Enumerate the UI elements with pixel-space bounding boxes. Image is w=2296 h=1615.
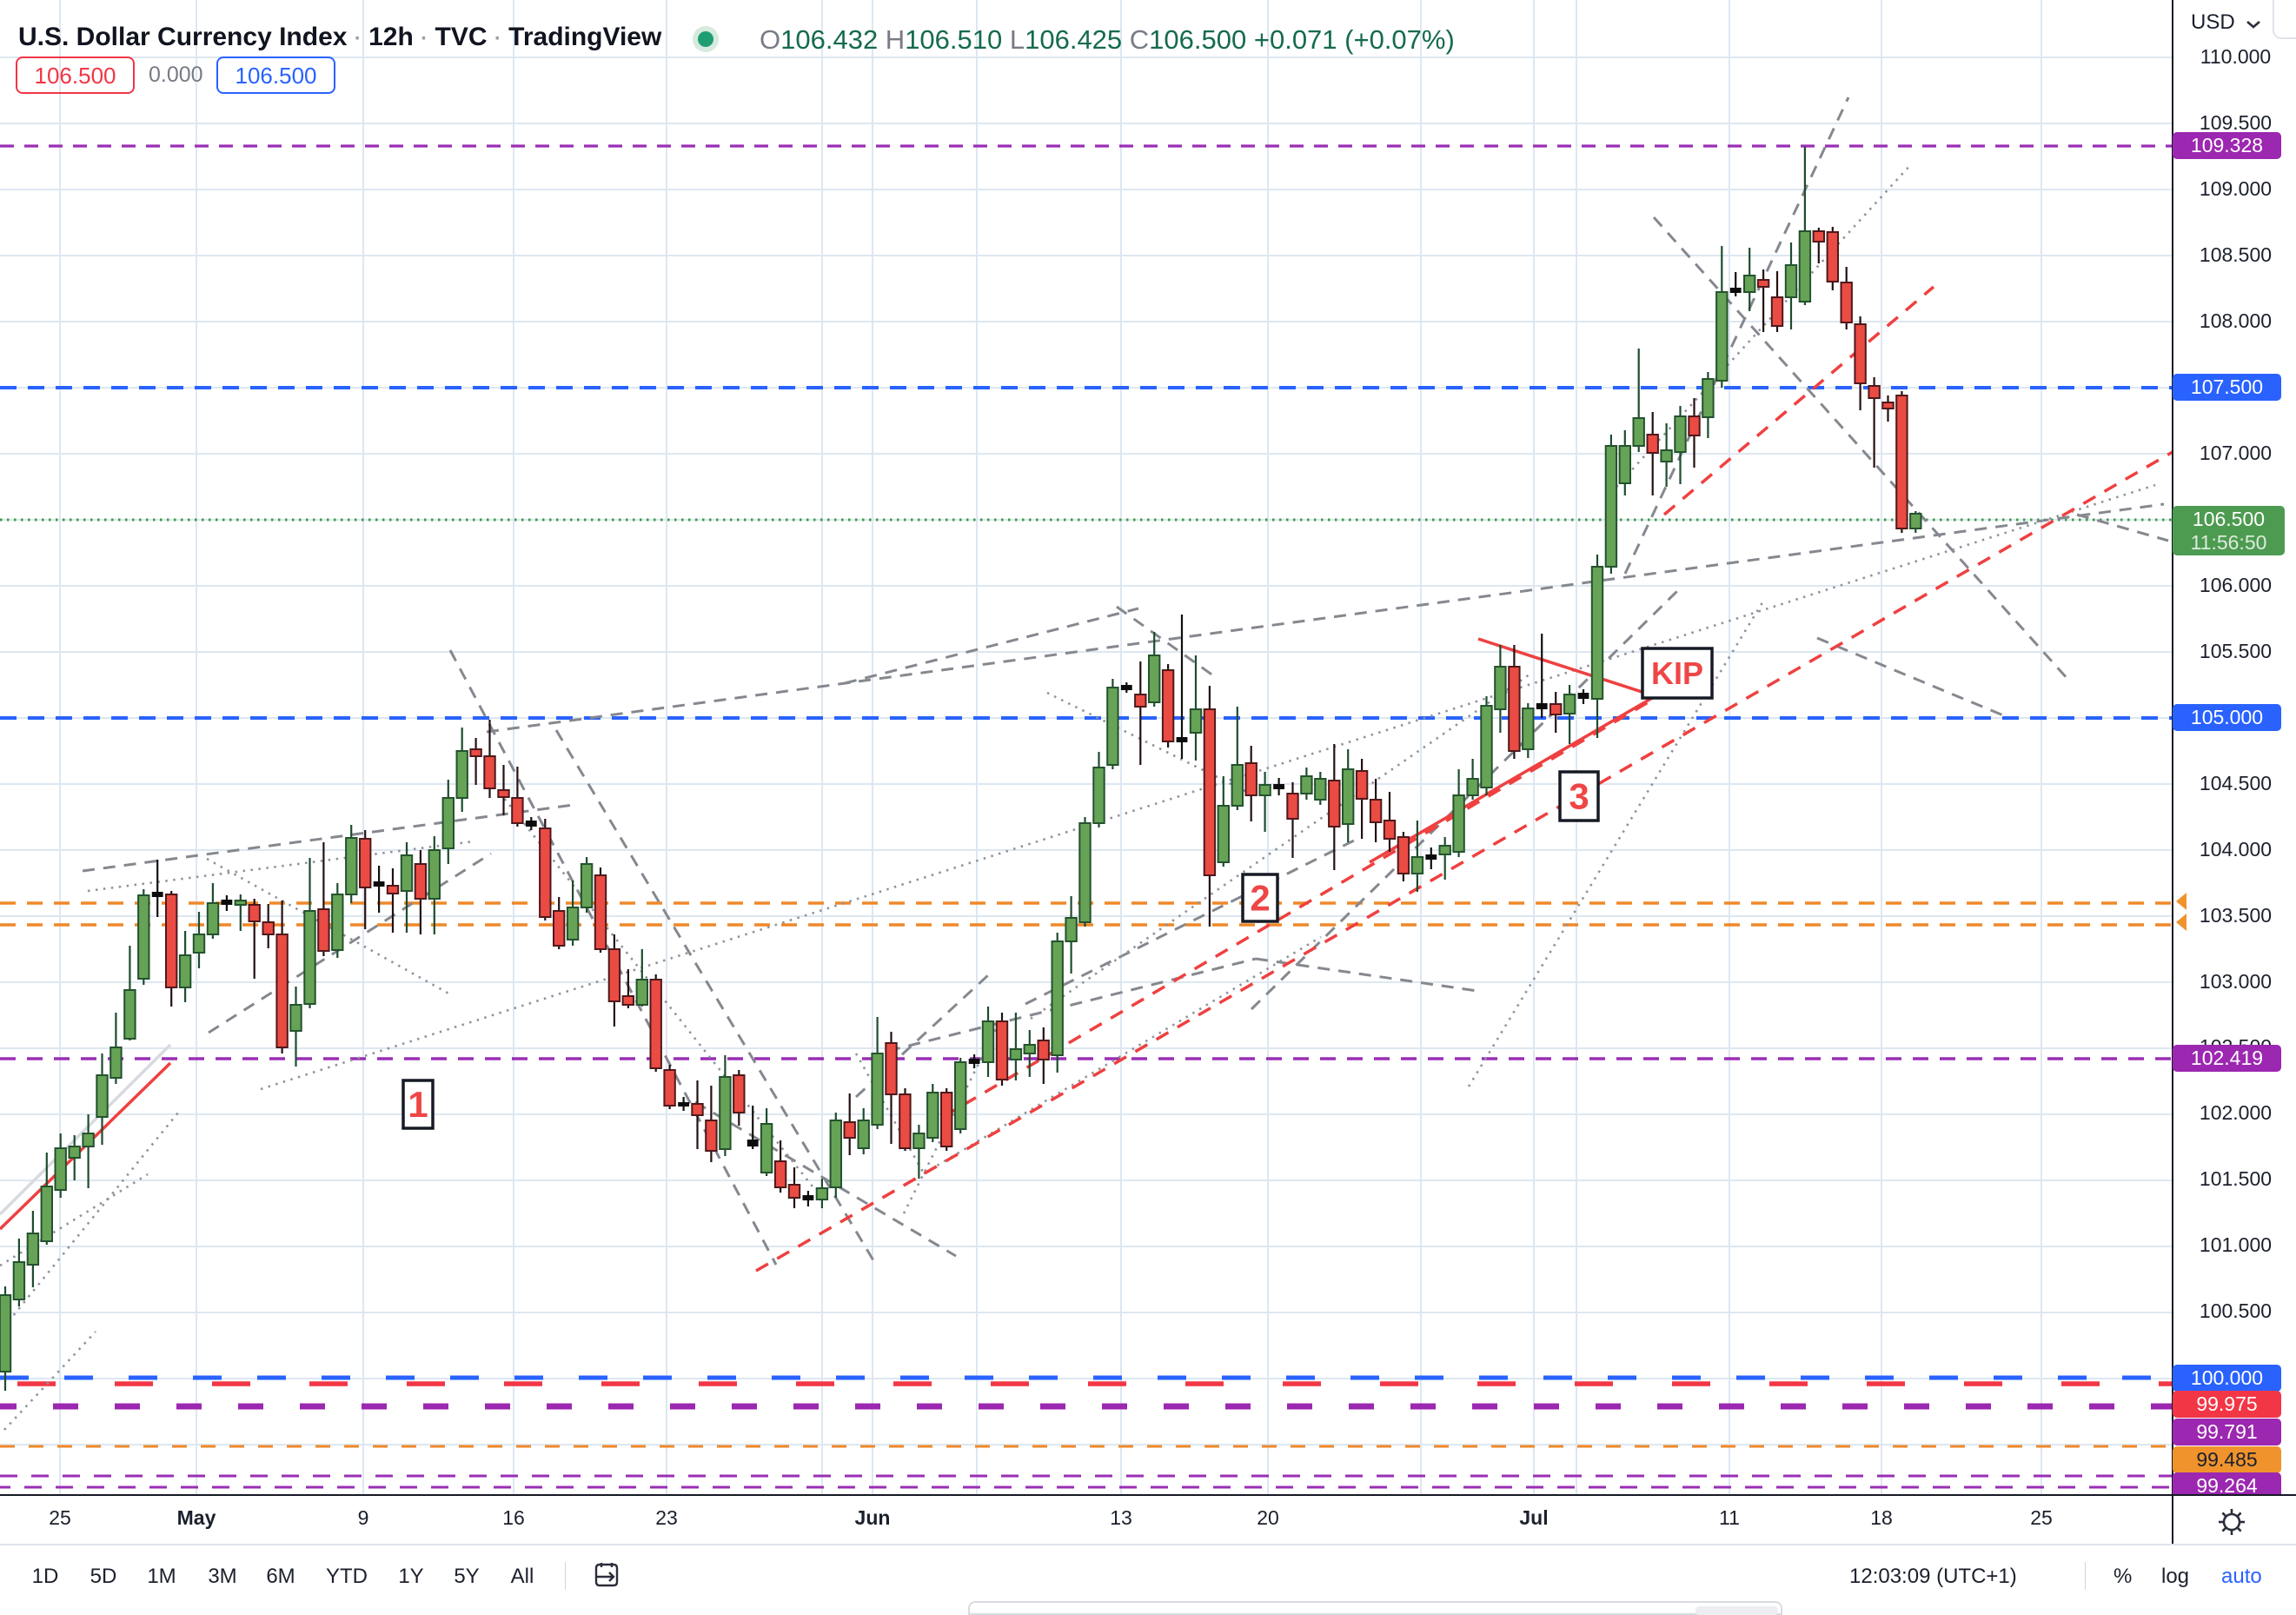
svg-text:2: 2 bbox=[1250, 878, 1270, 919]
svg-text:1: 1 bbox=[408, 1084, 428, 1125]
svg-text:3: 3 bbox=[1569, 776, 1589, 817]
svg-text:KIP: KIP bbox=[1651, 655, 1703, 691]
